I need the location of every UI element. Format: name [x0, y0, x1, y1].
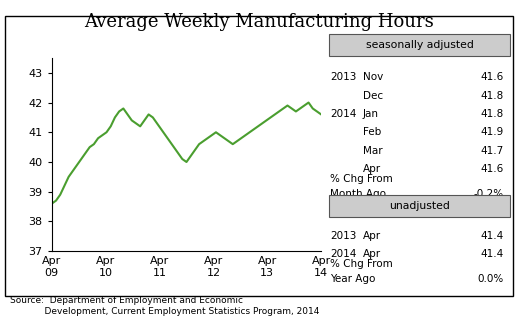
Text: Dec: Dec [363, 90, 383, 101]
Text: 41.4: 41.4 [480, 231, 503, 241]
Text: 0.0%: 0.0% [477, 274, 503, 285]
Text: % Chg From: % Chg From [330, 259, 393, 270]
Text: -0.2%: -0.2% [473, 189, 503, 200]
Text: Nov: Nov [363, 72, 383, 82]
Text: 2014: 2014 [330, 109, 357, 119]
Text: Year Ago: Year Ago [330, 274, 376, 285]
Text: unadjusted: unadjusted [389, 201, 450, 212]
Text: Feb: Feb [363, 127, 381, 137]
Text: Apr: Apr [363, 231, 381, 241]
Text: 2013: 2013 [330, 72, 357, 82]
Text: Apr: Apr [363, 164, 381, 174]
Text: 41.6: 41.6 [480, 164, 503, 174]
Text: 2013: 2013 [330, 231, 357, 241]
Text: 41.7: 41.7 [480, 146, 503, 156]
Text: 41.8: 41.8 [480, 90, 503, 101]
Text: 2014: 2014 [330, 249, 357, 259]
Text: 41.9: 41.9 [480, 127, 503, 137]
Text: Average Weekly Manufacturing Hours: Average Weekly Manufacturing Hours [84, 13, 434, 31]
Text: 41.8: 41.8 [480, 109, 503, 119]
Text: Month Ago: Month Ago [330, 189, 386, 200]
Text: 41.4: 41.4 [480, 249, 503, 259]
Text: Apr: Apr [363, 249, 381, 259]
Text: seasonally adjusted: seasonally adjusted [366, 40, 473, 51]
Text: Jan: Jan [363, 109, 379, 119]
Text: Source:  Department of Employment and Economic
            Development, Current : Source: Department of Employment and Eco… [10, 296, 320, 316]
Text: Mar: Mar [363, 146, 382, 156]
Text: % Chg From: % Chg From [330, 174, 393, 185]
Text: 41.6: 41.6 [480, 72, 503, 82]
